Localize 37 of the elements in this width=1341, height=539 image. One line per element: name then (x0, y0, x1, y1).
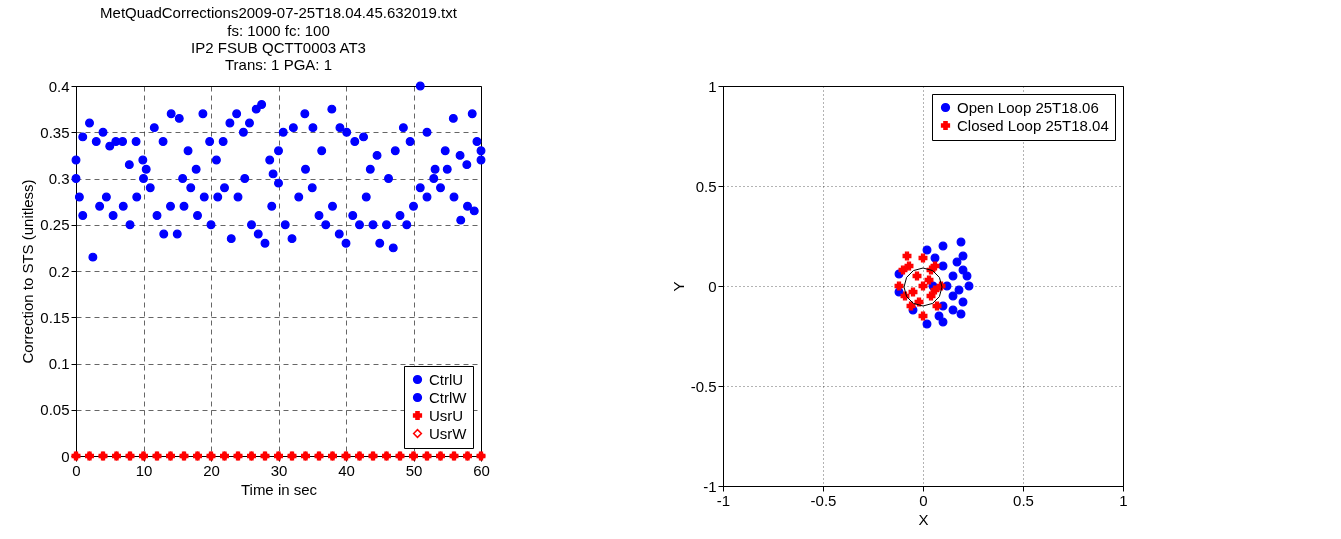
chart-title: MetQuadCorrections2009-07-25T18.04.45.632019.txt (100, 4, 458, 21)
y-tick-label: 1 (708, 77, 717, 95)
y-tick-label: 0.35 (40, 123, 70, 141)
x-tick-label: 60 (473, 461, 490, 479)
y-tick-label: 0 (61, 447, 70, 465)
legend-label: CtrlU (429, 370, 464, 388)
x-tick-label: -0.5 (810, 491, 837, 509)
x-tick-label: 1 (1119, 491, 1128, 509)
y-tick-label: 0.05 (40, 401, 70, 419)
y-tick-label: 0.2 (48, 262, 70, 280)
y-axis-title: Y (669, 281, 687, 292)
y-axis-title: Correction to STS (unitless) (19, 179, 37, 364)
legend-label: Open Loop 25T18.06 (957, 98, 1099, 116)
y-tick-label: 0.5 (695, 177, 717, 195)
x-tick-label: 10 (135, 461, 153, 479)
legend-label: CtrlW (429, 388, 468, 406)
y-tick-label: 0.1 (48, 355, 70, 372)
x-axis-title: X (918, 510, 929, 528)
legend-label: Closed Loop 25T18.04 (957, 116, 1109, 134)
y-tick-label: 0 (708, 277, 717, 295)
x-tick-label: 50 (405, 461, 423, 479)
x-tick-label: 0.5 (1013, 491, 1034, 509)
x-tick-label: 30 (270, 461, 288, 479)
y-tick-label: -1 (703, 477, 717, 495)
legend-label: UsrU (429, 406, 464, 424)
x-tick-label: 0 (72, 461, 81, 479)
y-tick-label: -0.5 (690, 377, 717, 395)
y-tick-label: 0.25 (40, 216, 70, 234)
y-tick-label: 0.4 (48, 77, 70, 95)
chart-subtitle: fs: 1000 fc: 100 IP2 FSUB QCTT0003 AT3 Trans: 1 PGA: 1 (191, 22, 366, 73)
x-axis-title: Time in sec (240, 480, 318, 498)
x-tick-label: 0 (919, 491, 928, 509)
legend-label: UsrW (429, 424, 468, 442)
x-tick-label: 40 (338, 461, 355, 479)
x-tick-label: 20 (203, 461, 220, 479)
y-tick-label: 0.15 (40, 308, 70, 326)
y-tick-label: 0.3 (48, 170, 70, 187)
